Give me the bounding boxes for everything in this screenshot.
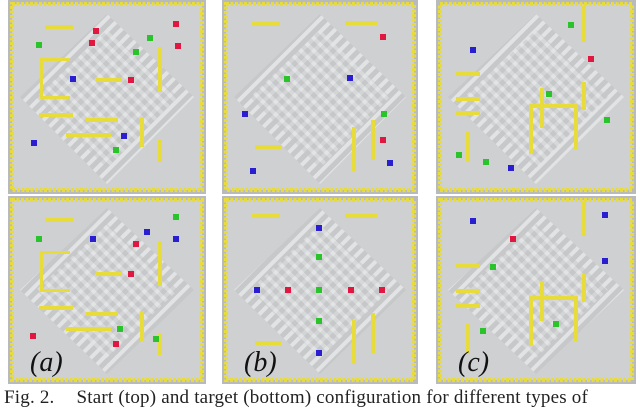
robot-green (133, 49, 139, 55)
robot-red (113, 341, 119, 347)
robot-blue (121, 133, 127, 139)
panel-label-a: (a) (30, 347, 63, 378)
robot-blue (31, 140, 37, 146)
robot-green (153, 336, 159, 342)
robot-green (36, 42, 42, 48)
robot-green (456, 152, 462, 158)
robot-red (93, 28, 99, 34)
caption-label: Fig. 2. (4, 387, 55, 408)
robot-green (381, 111, 387, 117)
robot-green (113, 147, 119, 153)
robot-red (285, 287, 291, 293)
robot-blue (254, 287, 260, 293)
arena-b-target: (b) (222, 196, 418, 384)
robot-blue (387, 160, 393, 166)
robot-blue (316, 225, 322, 231)
robot-green (117, 326, 123, 332)
robot-blue (70, 76, 76, 82)
robot-red (175, 43, 181, 49)
robot-green (490, 264, 496, 270)
robot-red (379, 287, 385, 293)
robot-green (604, 117, 610, 123)
robot-blue (347, 75, 353, 81)
arena-a-target: (a) (8, 196, 206, 384)
robot-red (128, 271, 134, 277)
robot-red (30, 333, 36, 339)
robot-red (348, 287, 354, 293)
robot-red (89, 40, 95, 46)
robot-blue (90, 236, 96, 242)
robot-red (133, 241, 139, 247)
robot-red (128, 77, 134, 83)
figure-caption: Fig. 2. Start (top) and target (bottom) c… (4, 386, 640, 417)
robot-green (147, 35, 153, 41)
robot-green (546, 91, 552, 97)
robot-blue (316, 350, 322, 356)
robot-green (480, 328, 486, 334)
robot-red (380, 137, 386, 143)
robot-green (316, 318, 322, 324)
robot-red (510, 236, 516, 242)
robot-red (173, 21, 179, 27)
robot-blue (242, 111, 248, 117)
robot-green (483, 159, 489, 165)
robot-green (553, 321, 559, 327)
arena-b-start (222, 0, 418, 194)
robot-red (380, 34, 386, 40)
robot-green (173, 214, 179, 220)
robot-blue (602, 212, 608, 218)
arena-a-start (8, 0, 206, 194)
arena-c-start (436, 0, 636, 194)
figure: (a) (8, 0, 636, 384)
robot-blue (470, 218, 476, 224)
robot-green (36, 236, 42, 242)
robot-blue (508, 165, 514, 171)
panel-label-b: (b) (244, 347, 277, 378)
robot-blue (470, 47, 476, 53)
column-c: (c) (436, 0, 636, 384)
panel-label-c: (c) (458, 347, 489, 378)
robot-blue (250, 168, 256, 174)
robot-blue (173, 236, 179, 242)
robot-green (316, 254, 322, 260)
caption-text: Start (top) and target (bottom) configur… (76, 387, 589, 408)
robot-green (284, 76, 290, 82)
column-a: (a) (8, 0, 206, 384)
robot-blue (602, 258, 608, 264)
robot-blue (144, 229, 150, 235)
robot-green (568, 22, 574, 28)
robot-green (316, 287, 322, 293)
arena-c-target: (c) (436, 196, 636, 384)
robot-red (588, 56, 594, 62)
column-b: (b) (222, 0, 418, 384)
